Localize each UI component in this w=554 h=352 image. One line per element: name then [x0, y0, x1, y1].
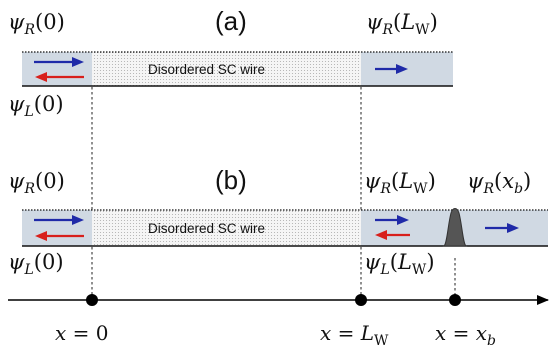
psi-L-LW-label: ψL(LW) [364, 250, 435, 278]
panel-a: (a) Disordered SC wire ψR(0) ψR(LW) ψL(0… [8, 6, 453, 120]
wire-label-b: Disordered SC wire [148, 221, 265, 236]
wire-a [92, 52, 361, 86]
psi-R-xb-label: ψR(xb) [467, 169, 531, 197]
left-mover-arrow [35, 72, 84, 82]
lead-left-a [22, 52, 92, 86]
right-mover-arrow [34, 215, 84, 225]
wire-label-a: Disordered SC wire [148, 62, 265, 77]
position-axis: x = 0 x = LW x = xb [8, 294, 549, 349]
right-mover-arrow [375, 64, 408, 74]
psi-L-0-label: ψL(0) [8, 92, 64, 120]
psi-R-LW-label: ψR(LW) [364, 169, 436, 197]
panel-b: (b) Disordered SC wire ψR(0) ψR(LW) ψR(x… [8, 165, 548, 278]
wire-b [92, 210, 361, 246]
psi-R-LW-label: ψR(LW) [366, 10, 438, 38]
psi-L-0-label: ψL(0) [8, 250, 64, 278]
axis-point-LW [355, 294, 367, 306]
tunnel-barrier [442, 208, 468, 247]
psi-R-0-label: ψR(0) [8, 169, 65, 197]
lead-left-b [22, 210, 92, 246]
tick-label-xb: x = xb [435, 321, 496, 349]
psi-R-0-label: ψR(0) [8, 10, 65, 38]
tick-label-xL: x = LW [320, 321, 389, 349]
axis-point-0 [86, 294, 98, 306]
axis-point-xb [449, 294, 461, 306]
right-mover-arrow [375, 215, 409, 225]
left-mover-arrow [375, 230, 410, 240]
tick-label-x0: x = 0 [55, 321, 108, 345]
panel-a-label: (a) [215, 6, 247, 36]
right-mover-arrow [485, 223, 519, 233]
right-mover-arrow [34, 57, 84, 67]
left-mover-arrow [35, 231, 84, 241]
panel-b-label: (b) [215, 165, 247, 195]
